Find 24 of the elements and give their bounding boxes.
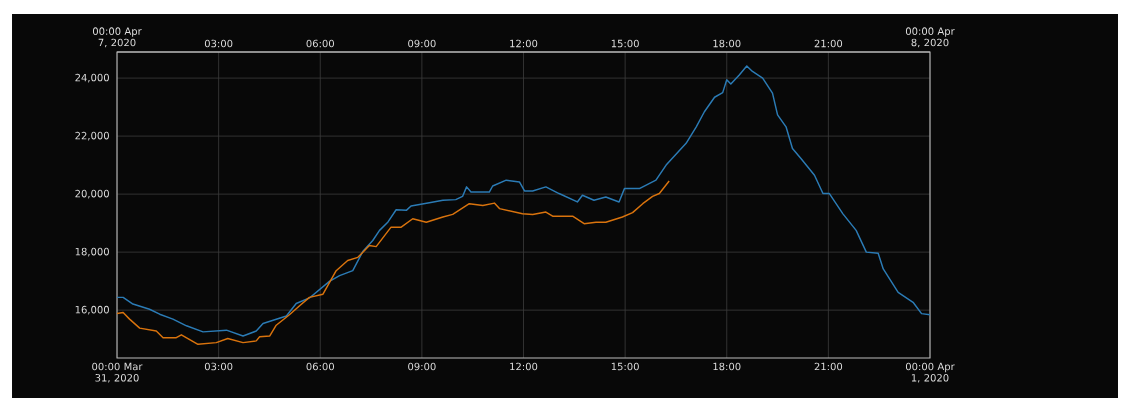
x-tick-label: 21:00 xyxy=(814,362,843,371)
x2-tick-label: 09:00 xyxy=(408,39,436,48)
x2-tick-label: 00:00 Apr 8, 2020 xyxy=(905,27,955,48)
x-tick-label: 00:00 Mar 31, 2020 xyxy=(92,362,143,383)
x2-tick-label: 21:00 xyxy=(814,39,843,48)
x-tick-label: 06:00 xyxy=(306,362,334,371)
y-tick-label: 16,000 xyxy=(75,305,109,315)
x-tick-label: 12:00 xyxy=(510,362,538,371)
y-tick-label: 22,000 xyxy=(75,131,109,141)
x2-tick-label: 06:00 xyxy=(306,39,334,48)
x-tick-label: 18:00 xyxy=(713,362,741,371)
x2-tick-label: 00:00 Apr 7, 2020 xyxy=(92,27,142,48)
x-tick-label: 15:00 xyxy=(611,362,639,371)
y-tick-label: 20,000 xyxy=(75,189,109,199)
x-tick-label: 09:00 xyxy=(408,362,436,371)
x2-tick-label: 03:00 xyxy=(204,39,233,48)
y-tick-label: 24,000 xyxy=(75,73,109,83)
x2-tick-label: 12:00 xyxy=(510,39,538,48)
line-series xyxy=(117,65,930,337)
x2-tick-label: 15:00 xyxy=(611,39,639,48)
x-tick-label: 00:00 Apr 1, 2020 xyxy=(905,362,955,383)
x2-tick-label: 18:00 xyxy=(713,39,741,48)
y-tick-label: 18,000 xyxy=(75,247,109,257)
x-tick-label: 03:00 xyxy=(204,362,233,371)
